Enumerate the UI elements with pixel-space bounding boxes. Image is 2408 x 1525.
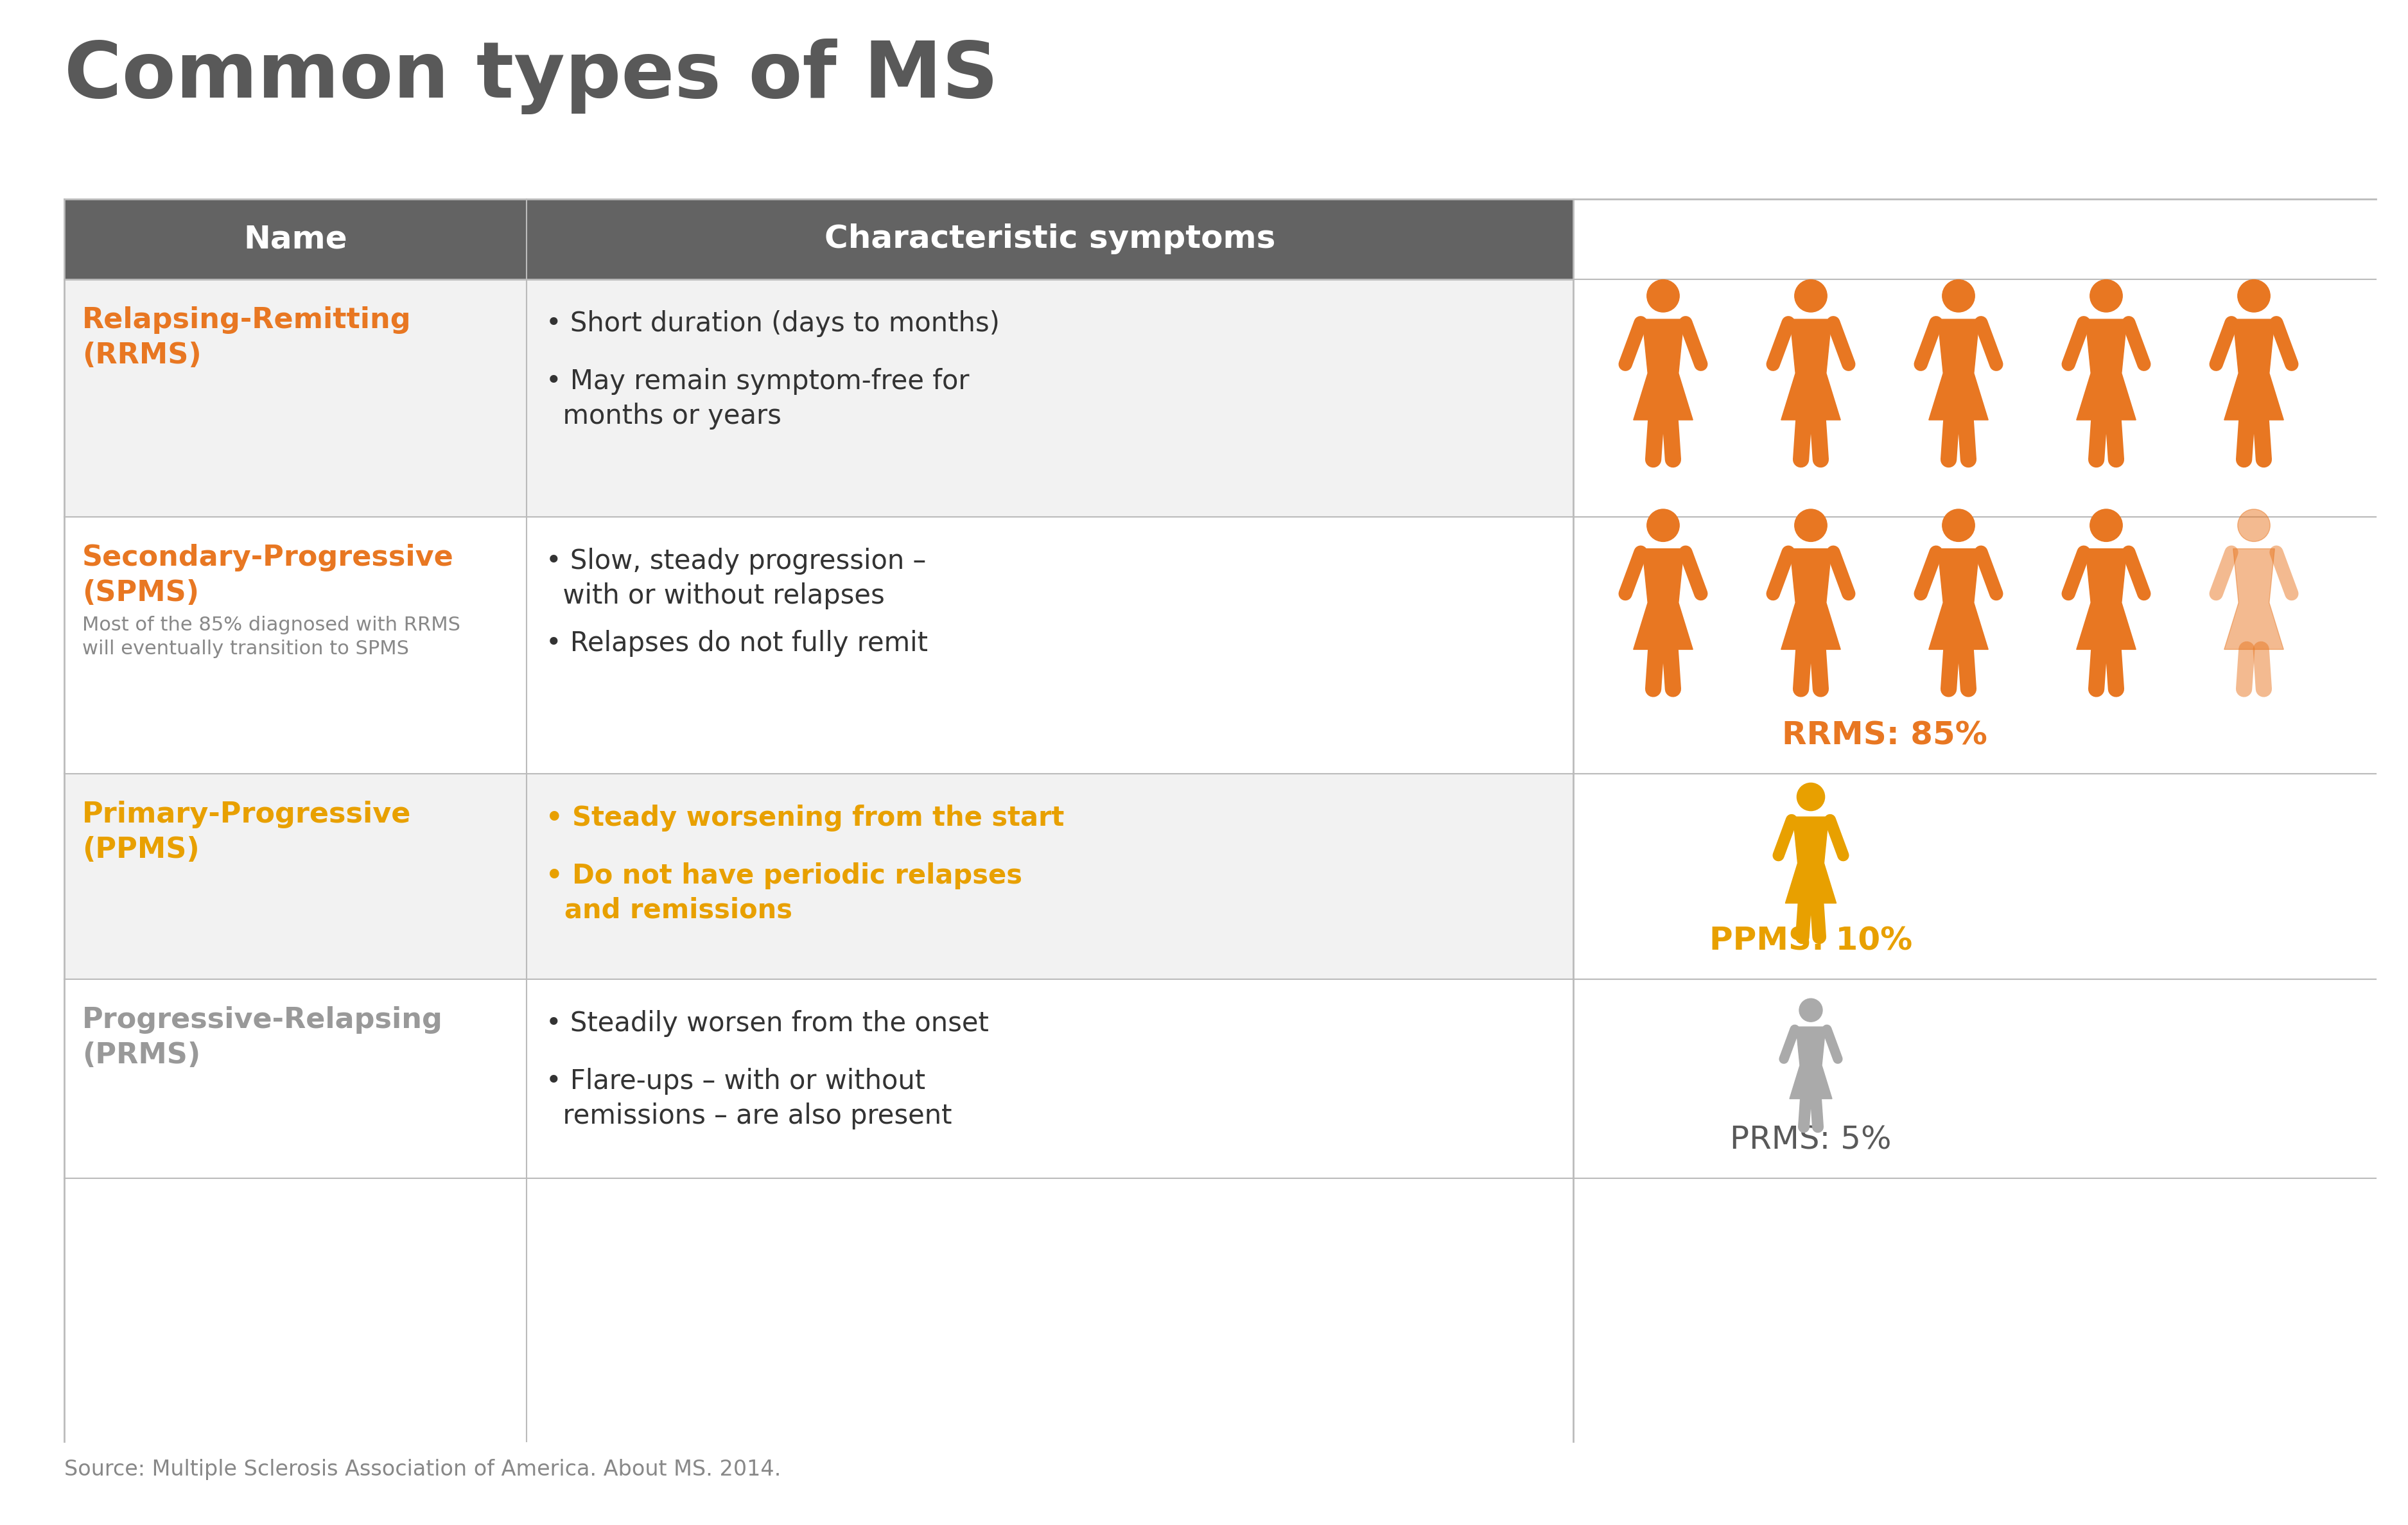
Text: Characteristic symptoms: Characteristic symptoms bbox=[824, 224, 1276, 255]
Polygon shape bbox=[1929, 549, 1989, 650]
Circle shape bbox=[1796, 782, 1825, 811]
Circle shape bbox=[2090, 509, 2121, 541]
Polygon shape bbox=[2225, 549, 2283, 650]
Polygon shape bbox=[1633, 319, 1693, 419]
Text: PPMS: 10%: PPMS: 10% bbox=[1710, 926, 1912, 956]
Text: Progressive-Relapsing
(PRMS): Progressive-Relapsing (PRMS) bbox=[82, 1006, 443, 1069]
Text: • May remain symptom-free for
  months or years: • May remain symptom-free for months or … bbox=[547, 368, 970, 429]
Text: • Steady worsening from the start: • Steady worsening from the start bbox=[547, 805, 1064, 831]
Text: Secondary-Progressive
(SPMS): Secondary-Progressive (SPMS) bbox=[82, 544, 453, 607]
Circle shape bbox=[1647, 509, 1678, 541]
FancyBboxPatch shape bbox=[527, 517, 1572, 773]
Circle shape bbox=[1799, 999, 1823, 1022]
Text: Name: Name bbox=[243, 224, 347, 255]
Polygon shape bbox=[1782, 549, 1840, 650]
Polygon shape bbox=[1633, 549, 1693, 650]
FancyBboxPatch shape bbox=[65, 517, 527, 773]
Polygon shape bbox=[1782, 319, 1840, 419]
Circle shape bbox=[1794, 509, 1828, 541]
Text: PRMS: 5%: PRMS: 5% bbox=[1729, 1125, 1893, 1156]
Polygon shape bbox=[2076, 549, 2136, 650]
Circle shape bbox=[2237, 509, 2271, 541]
Text: • Do not have periodic relapses
  and remissions: • Do not have periodic relapses and remi… bbox=[547, 862, 1023, 924]
Circle shape bbox=[2237, 279, 2271, 313]
Polygon shape bbox=[1929, 319, 1989, 419]
Text: Source: Multiple Sclerosis Association of America. About MS. 2014.: Source: Multiple Sclerosis Association o… bbox=[65, 1459, 780, 1481]
Text: Primary-Progressive
(PPMS): Primary-Progressive (PPMS) bbox=[82, 801, 412, 863]
Circle shape bbox=[1943, 509, 1975, 541]
Polygon shape bbox=[2076, 319, 2136, 419]
FancyBboxPatch shape bbox=[65, 200, 1572, 279]
FancyBboxPatch shape bbox=[527, 979, 1572, 1179]
Text: Common types of MS: Common types of MS bbox=[65, 38, 999, 114]
Text: • Slow, steady progression –
  with or without relapses: • Slow, steady progression – with or wit… bbox=[547, 547, 927, 608]
Circle shape bbox=[1794, 279, 1828, 313]
FancyBboxPatch shape bbox=[527, 279, 1572, 517]
Circle shape bbox=[1943, 279, 1975, 313]
Text: Relapsing-Remitting
(RRMS): Relapsing-Remitting (RRMS) bbox=[82, 307, 412, 369]
Polygon shape bbox=[1789, 1026, 1832, 1100]
FancyBboxPatch shape bbox=[65, 773, 527, 979]
FancyBboxPatch shape bbox=[65, 279, 527, 517]
Text: Most of the 85% diagnosed with RRMS
will eventually transition to SPMS: Most of the 85% diagnosed with RRMS will… bbox=[82, 616, 460, 659]
Text: • Relapses do not fully remit: • Relapses do not fully remit bbox=[547, 630, 927, 657]
Polygon shape bbox=[2225, 319, 2283, 419]
FancyBboxPatch shape bbox=[527, 773, 1572, 979]
Text: • Steadily worsen from the onset: • Steadily worsen from the onset bbox=[547, 1010, 990, 1037]
FancyBboxPatch shape bbox=[65, 979, 527, 1179]
Polygon shape bbox=[1784, 817, 1837, 903]
Text: • Flare-ups – with or without
  remissions – are also present: • Flare-ups – with or without remissions… bbox=[547, 1068, 951, 1128]
Circle shape bbox=[1647, 279, 1678, 313]
Circle shape bbox=[2090, 279, 2121, 313]
Text: • Short duration (days to months): • Short duration (days to months) bbox=[547, 310, 999, 337]
Text: RRMS: 85%: RRMS: 85% bbox=[1782, 720, 1987, 752]
